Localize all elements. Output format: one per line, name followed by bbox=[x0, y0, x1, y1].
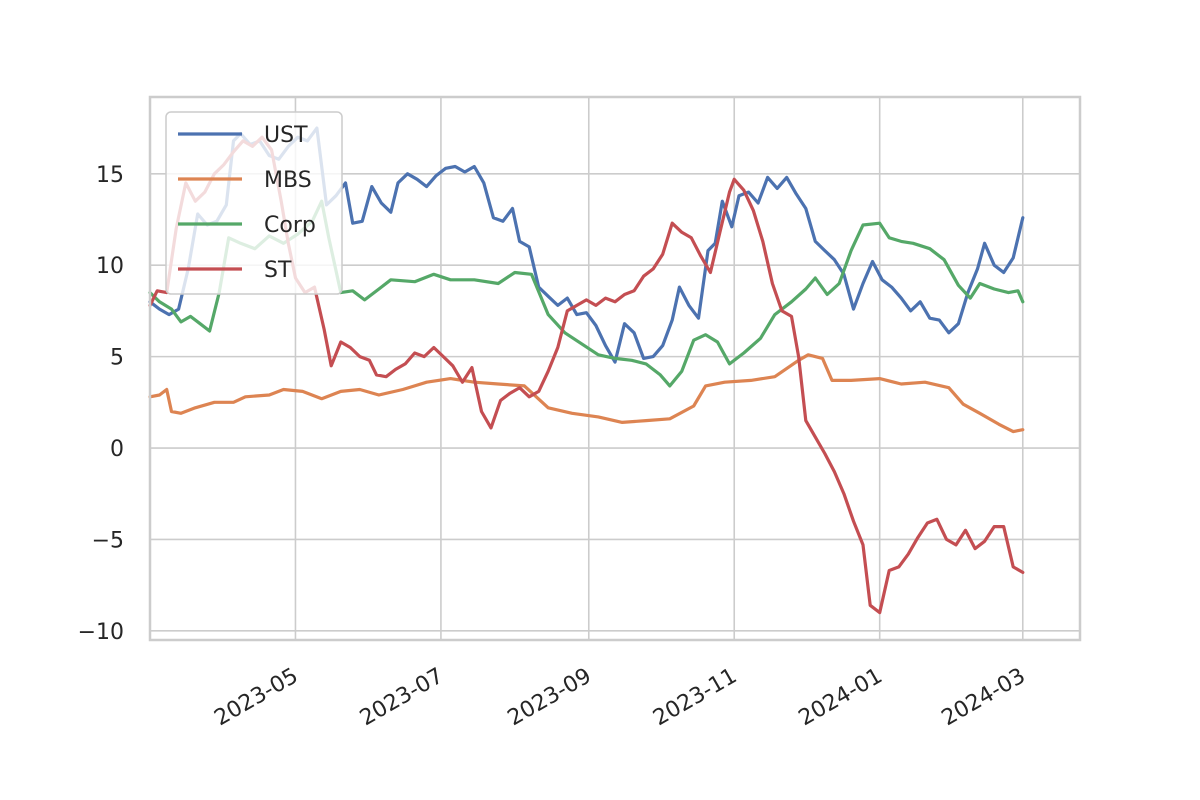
legend-label-corp: Corp bbox=[264, 213, 316, 238]
legend-label-st: ST bbox=[264, 258, 292, 283]
legend-box bbox=[165, 111, 343, 295]
series-line-mbs bbox=[148, 353, 1025, 434]
plot-frame bbox=[148, 95, 1082, 642]
grid bbox=[150, 97, 1080, 640]
y-tick-label: 15 bbox=[96, 163, 124, 188]
y-tick-label: 10 bbox=[96, 254, 124, 279]
legend-label-mbs: MBS bbox=[264, 168, 312, 193]
y-tick-label: 0 bbox=[110, 437, 124, 462]
legend-label-ust: UST bbox=[264, 123, 308, 148]
y-tick-label: −5 bbox=[92, 528, 124, 553]
y-tick-label: −10 bbox=[78, 620, 124, 645]
y-tick-label: 5 bbox=[110, 346, 124, 371]
legend: UST MBS Corp ST bbox=[165, 111, 343, 295]
